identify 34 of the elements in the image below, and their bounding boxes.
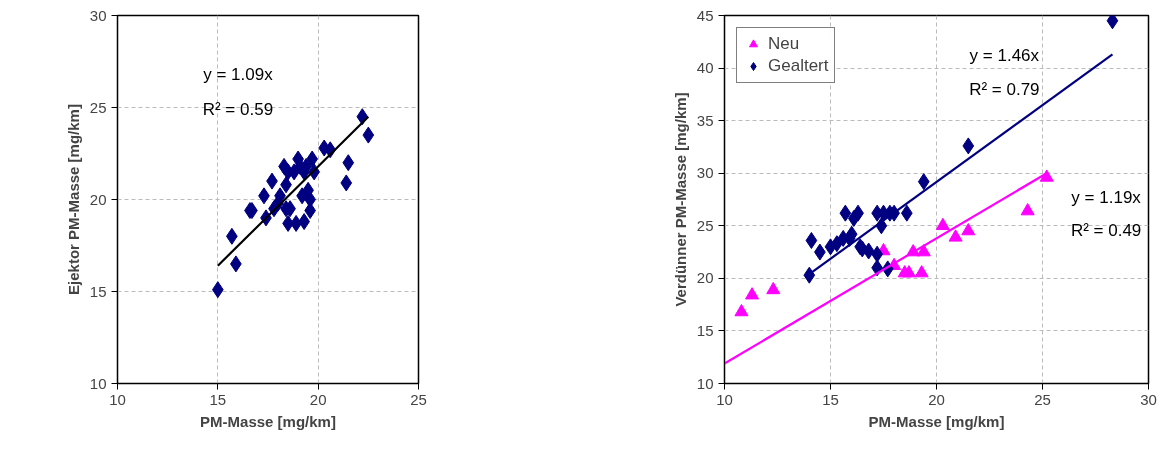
y-tick-label: 40 [696, 59, 714, 77]
annotation: R² = 0.79 [969, 79, 1040, 99]
annotation: R² = 0.49 [1070, 221, 1142, 241]
x-tick-label: 20 [309, 390, 327, 408]
y-tick-label: 20 [696, 269, 714, 287]
legend-label: Gealtert [768, 56, 829, 76]
y-tick-label: 10 [696, 374, 714, 392]
y-tick-label: 25 [696, 216, 714, 234]
x-axis-title: PM-Masse [mg/km] [868, 412, 1005, 430]
annotation: R² = 0.59 [202, 99, 274, 119]
y-tick-label: 15 [89, 282, 107, 300]
y-tick-label: 10 [89, 374, 107, 392]
x-tick-label: 25 [1034, 390, 1051, 408]
y-tick-label: 35 [696, 111, 714, 129]
x-tick-label: 15 [822, 390, 839, 408]
annotation: y = 1.46x [969, 46, 1040, 66]
y-tick-label: 30 [696, 164, 714, 182]
x-tick-label: 15 [209, 390, 227, 408]
x-tick-label: 20 [928, 390, 945, 408]
y-tick-label: 30 [89, 6, 107, 24]
x-tick-label: 10 [716, 390, 733, 408]
x-tick-label: 30 [1140, 390, 1157, 408]
legend-label: Neu [768, 34, 800, 54]
y-axis-title: Verdünner PM-Masse [mg/km] [671, 92, 689, 307]
x-axis-title: PM-Masse [mg/km] [200, 412, 336, 430]
x-tick-label: 10 [109, 390, 126, 408]
y-tick-label: 45 [696, 6, 714, 24]
y-tick-label: 20 [89, 190, 107, 208]
annotation: y = 1.19x [1071, 188, 1142, 208]
x-tick-label: 25 [410, 390, 427, 408]
y-tick-label: 15 [696, 321, 714, 339]
y-tick-label: 25 [89, 98, 107, 116]
annotation: y = 1.09x [203, 64, 274, 84]
y-axis-title: Ejektor PM-Masse [mg/km] [64, 104, 82, 295]
